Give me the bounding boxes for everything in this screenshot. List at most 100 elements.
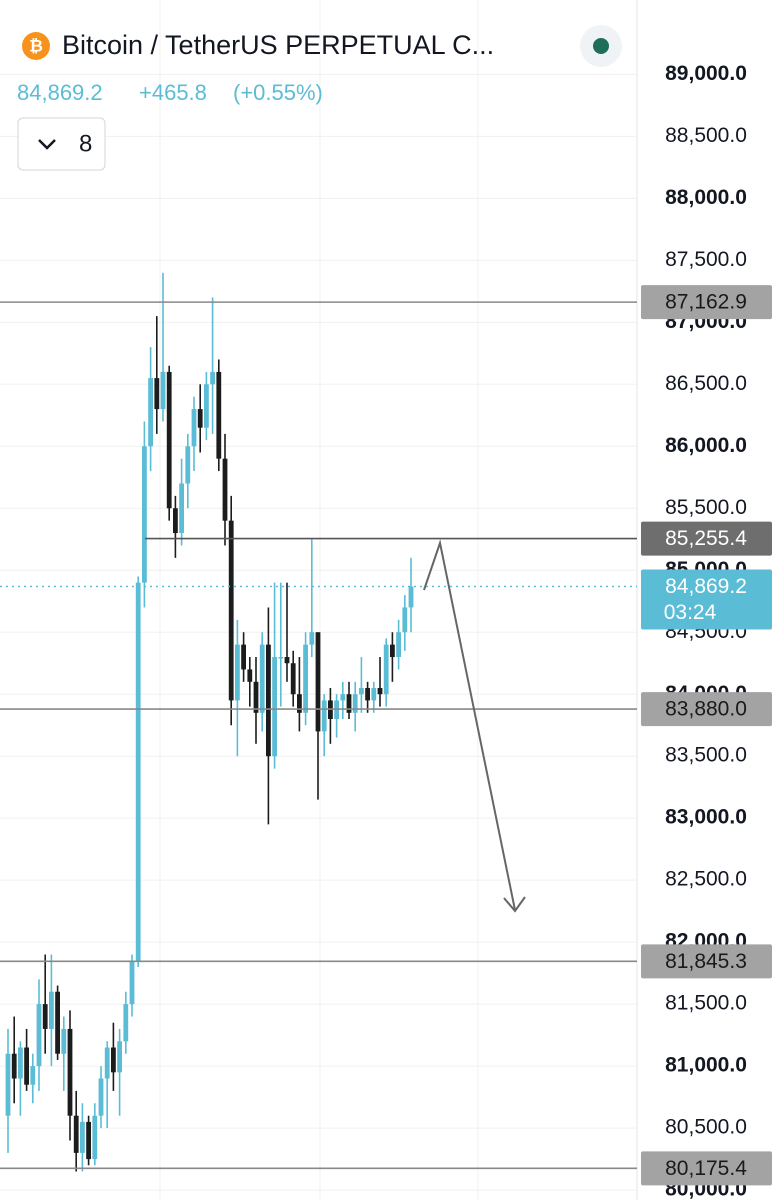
- arrow-head: [503, 896, 526, 913]
- level-tag-label: 87,162.9: [665, 291, 747, 314]
- candle-body: [396, 632, 401, 658]
- candle-body: [30, 1066, 36, 1085]
- price-axis: 89,000.088,500.088,000.087,500.087,000.0…: [665, 62, 747, 1200]
- chevron: [38, 139, 56, 150]
- candle-body: [36, 1004, 42, 1067]
- candle-body: [290, 663, 296, 695]
- y-tick-label: 88,000.0: [665, 186, 747, 209]
- level-tag: [641, 285, 772, 320]
- y-tick-label: 88,500.0: [665, 124, 747, 147]
- candle-body: [55, 991, 60, 1054]
- plot-area: [0, 272, 637, 1172]
- candle-body: [303, 644, 308, 713]
- candle-body: [61, 1028, 67, 1054]
- level-tag-label: 85,255.4: [665, 527, 747, 550]
- bitcoin-icon-glyph: ₿: [29, 36, 43, 55]
- candle-body: [154, 378, 160, 410]
- candle-body: [321, 700, 327, 732]
- y-tick-label: 89,000.0: [665, 62, 747, 85]
- candle-body: [216, 371, 222, 459]
- y-tick-label: 81,000.0: [665, 1054, 747, 1077]
- y-tick-label: 82,500.0: [665, 868, 747, 891]
- candle-body: [315, 632, 321, 732]
- candle-body: [210, 371, 215, 385]
- level-tag-label: 81,845.3: [665, 950, 747, 973]
- y-tick-label: 87,500.0: [665, 248, 747, 271]
- y-tick-label: 86,000.0: [665, 434, 747, 457]
- candle-body: [197, 409, 203, 428]
- candle-body: [191, 409, 197, 447]
- candle-body: [383, 644, 389, 695]
- candle-body: [235, 644, 240, 701]
- candle-body: [98, 1078, 104, 1116]
- y-tick-label: 83,000.0: [665, 806, 747, 829]
- candle-body: [123, 1004, 129, 1042]
- y-tick-label: 85,500.0: [665, 496, 747, 519]
- candle-body: [117, 1041, 122, 1073]
- y-tick-label: 81,500.0: [665, 992, 747, 1015]
- candle-body: [346, 694, 352, 713]
- indicator-count: 8: [79, 130, 92, 157]
- candle-body: [377, 688, 383, 695]
- level-tag-label: 80,175.4: [665, 1157, 747, 1180]
- candle-body: [166, 371, 172, 509]
- countdown: 03:24: [664, 601, 717, 624]
- candle-body: [92, 1115, 98, 1160]
- candle-body: [266, 644, 271, 757]
- candle-body: [148, 378, 153, 447]
- candle-body: [80, 1121, 85, 1153]
- candle-body: [24, 1047, 29, 1085]
- price-tags: 87,162.9 85,255.4 83,880.0 81,845.3 80,175.4…: [641, 285, 772, 1186]
- candle-body: [18, 1047, 23, 1079]
- candle-body: [247, 669, 253, 682]
- candle-body: [352, 694, 358, 713]
- candle-body: [365, 688, 370, 701]
- candle-body: [371, 688, 377, 701]
- candle-body: [278, 657, 284, 659]
- candle-body: [5, 1053, 11, 1116]
- y-tick-label: 80,500.0: [665, 1116, 747, 1139]
- candle-body: [253, 681, 259, 713]
- candle-body: [228, 520, 234, 701]
- last-price-tag-label: 84,869.2: [665, 575, 747, 598]
- candle-body: [309, 632, 315, 645]
- candle-body: [340, 694, 346, 701]
- level-tag: [641, 521, 772, 556]
- market-status-dot: [593, 38, 609, 54]
- candle-body: [104, 1047, 110, 1079]
- candle-body: [204, 384, 209, 428]
- candle-body: [11, 1053, 17, 1079]
- candle-body: [135, 582, 141, 961]
- candle-body: [284, 657, 290, 664]
- candle-body: [49, 991, 54, 1029]
- candle-body: [259, 644, 265, 713]
- last-price-tag: [641, 569, 772, 630]
- indicator-toggle[interactable]: [17, 117, 106, 171]
- candle-body: [185, 446, 191, 484]
- header: ₿ Bitcoin / TetherUS PERPETUAL C... 84,8…: [17, 25, 622, 171]
- candle-body: [297, 694, 302, 713]
- last-price: 84,869.2: [17, 80, 103, 105]
- candle-body: [173, 508, 178, 534]
- candle-body: [129, 960, 135, 1005]
- candle-body: [160, 371, 166, 410]
- candle-body: [111, 1047, 116, 1073]
- price-change: +465.8: [139, 80, 207, 105]
- candle-body: [222, 458, 228, 521]
- projection-arrow: [423, 539, 516, 911]
- y-tick-label: 83,500.0: [665, 744, 747, 767]
- level-tag: [641, 692, 772, 727]
- candle-body: [408, 586, 414, 608]
- candle-body: [73, 1115, 79, 1153]
- candle-body: [390, 644, 395, 658]
- candle-body: [241, 644, 246, 670]
- candle-body: [142, 446, 147, 583]
- bitcoin-icon: [22, 32, 50, 60]
- price-change-pct: (+0.55%): [233, 80, 323, 105]
- level-tag: [641, 944, 772, 979]
- candle-body: [42, 1004, 48, 1029]
- level-tag: [641, 1151, 772, 1186]
- candle-body: [67, 1028, 73, 1116]
- candle-body: [86, 1121, 91, 1160]
